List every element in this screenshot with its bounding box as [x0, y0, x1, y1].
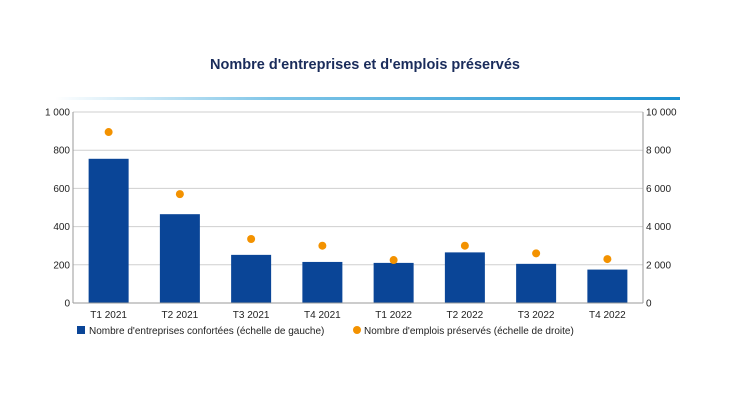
x-tick-label: T2 2021 [162, 310, 199, 321]
bar [231, 254, 272, 303]
y-left-tick-label: 800 [53, 146, 70, 157]
x-tick-label: T3 2022 [518, 310, 555, 321]
y-left-tick-label: 400 [53, 222, 70, 233]
x-tick-label: T4 2022 [589, 310, 626, 321]
bar [444, 252, 485, 303]
data-point [104, 128, 113, 137]
legend-label: Nombre d'entreprises confortées (échelle… [89, 326, 324, 337]
title-rule [55, 97, 680, 100]
data-point [389, 256, 398, 265]
y-right-tick-label: 8 000 [646, 146, 671, 157]
data-point [460, 241, 469, 250]
data-point [603, 255, 612, 264]
bar [516, 263, 557, 303]
x-tick-label: T1 2021 [90, 310, 127, 321]
x-tick-label: T2 2022 [447, 310, 484, 321]
bar [159, 214, 200, 303]
y-left-tick-label: 0 [64, 299, 70, 310]
legend-dot-swatch [353, 326, 361, 334]
bar [587, 269, 628, 303]
y-right-tick-label: 0 [646, 299, 652, 310]
data-point [532, 249, 541, 258]
y-right-tick-label: 6 000 [646, 184, 671, 195]
x-tick-label: T4 2021 [304, 310, 341, 321]
bar [373, 262, 414, 303]
y-right-tick-label: 10 000 [646, 108, 677, 119]
bar [302, 261, 343, 303]
y-right-tick-label: 2 000 [646, 260, 671, 271]
data-point [318, 241, 327, 250]
x-tick-label: T1 2022 [375, 310, 412, 321]
data-point [175, 190, 184, 199]
chart-title: Nombre d'entreprises et d'emplois préser… [210, 57, 520, 73]
y-left-tick-label: 600 [53, 184, 70, 195]
legend-label: Nombre d'emplois préservés (échelle de d… [364, 326, 574, 337]
data-point [247, 235, 256, 244]
y-left-tick-label: 1 000 [45, 108, 70, 119]
bar [88, 158, 129, 303]
x-tick-label: T3 2021 [233, 310, 270, 321]
y-right-tick-label: 4 000 [646, 222, 671, 233]
y-left-tick-label: 200 [53, 260, 70, 271]
legend-bar-swatch [77, 326, 85, 334]
